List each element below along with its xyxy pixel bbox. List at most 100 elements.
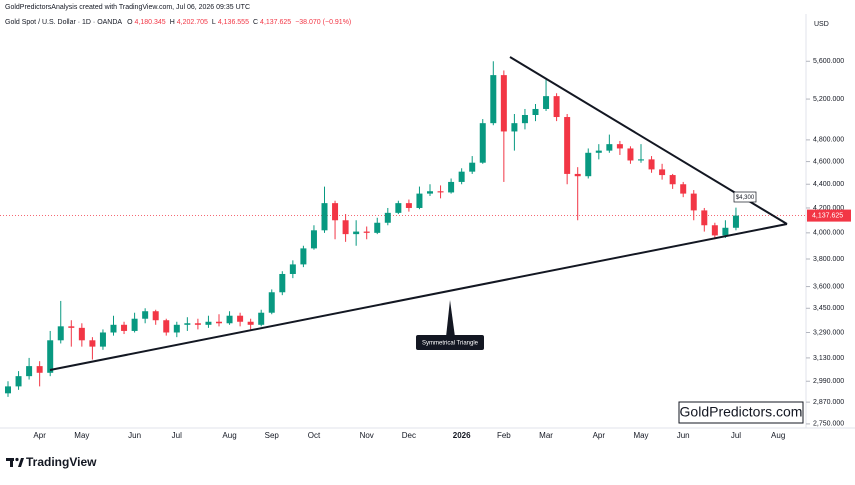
symbol: Gold Spot / U.S. Dollar · 1D · OANDA <box>5 19 122 26</box>
candle-body <box>458 171 465 182</box>
candle-body <box>47 340 54 373</box>
price-note-box <box>733 191 757 203</box>
candle-body <box>564 117 571 174</box>
tv-logo: TradingView <box>26 455 97 469</box>
credit: GoldPredictorsAnalysis created with Trad… <box>5 4 250 11</box>
x-tick-label: Apr <box>593 431 606 440</box>
candle-body <box>427 191 433 194</box>
x-tick-label: Oct <box>308 431 321 440</box>
candle-body <box>638 159 644 161</box>
ohlc-key: O <box>127 19 133 26</box>
y-tick-label: 4,600.000 <box>813 158 844 165</box>
y-tick-label: 2,990.000 <box>813 378 844 385</box>
candle-body <box>57 326 64 341</box>
candle-body <box>89 340 96 347</box>
candle-body <box>416 193 423 208</box>
candle-body <box>184 323 191 325</box>
candle-body <box>732 215 739 228</box>
x-tick-label: Jul <box>731 431 741 440</box>
watermark-box <box>678 401 804 424</box>
candle-body <box>152 311 159 321</box>
y-tick-label: 5,600.000 <box>813 58 844 65</box>
candle-body <box>532 108 539 116</box>
candle-body <box>711 225 718 236</box>
callout-pointer <box>446 300 455 337</box>
candle-body <box>437 191 444 193</box>
candle-body <box>216 321 222 324</box>
candle-body <box>585 152 592 177</box>
candle-body <box>627 148 634 161</box>
y-tick-label: 4,400.000 <box>813 181 844 188</box>
candle-body <box>226 315 233 324</box>
candle-body <box>448 181 455 193</box>
callout-text: Symmetrical Triangle <box>422 341 479 347</box>
candle-body <box>110 324 117 333</box>
ohlc-key: H <box>170 19 175 26</box>
candle-body <box>574 173 581 177</box>
candle-body <box>300 248 307 265</box>
candle-body <box>690 193 697 211</box>
candle-body <box>701 210 708 226</box>
y-tick-label: 3,130.000 <box>813 355 844 362</box>
candle-body <box>173 324 180 333</box>
x-tick-label: Jun <box>128 431 141 440</box>
candle-body <box>680 184 687 194</box>
y-tick-label: 2,870.000 <box>813 399 844 406</box>
candle-body <box>310 230 317 249</box>
candle-body <box>395 203 402 213</box>
x-tick-label: Mar <box>539 431 553 440</box>
trendline-lower <box>49 223 788 371</box>
y-tick-label: 4,000.000 <box>813 230 844 237</box>
candle-body <box>247 321 254 325</box>
candle-body <box>99 332 106 347</box>
y-tick-label: 3,600.000 <box>813 283 844 290</box>
y-tick-label: 5,200.000 <box>813 96 844 103</box>
candle-body <box>258 312 265 325</box>
price-note: $4,300 <box>736 195 755 201</box>
ohlc-value: 4,136.555 <box>218 19 249 26</box>
x-tick-label: Sep <box>265 431 280 440</box>
tv-logo-mark <box>6 457 24 467</box>
symbol-header: Gold Spot / U.S. Dollar · 1D · OANDA O 4,1… <box>5 19 351 26</box>
y-tick-label: 3,290.000 <box>813 329 844 336</box>
y-tick-label: 3,450.000 <box>813 305 844 312</box>
candle-body <box>722 227 729 236</box>
candle-body <box>131 318 138 331</box>
x-tick-label: 2026 <box>453 431 471 440</box>
candle-body <box>384 212 391 223</box>
candle-body <box>342 220 349 235</box>
x-tick-label: Aug <box>771 431 785 440</box>
x-tick-label: Aug <box>222 431 236 440</box>
candle-body <box>405 203 412 208</box>
candle-body <box>500 75 507 132</box>
candle-body <box>553 96 560 118</box>
callout-box <box>416 335 484 350</box>
x-tick-label: Jun <box>677 431 690 440</box>
candle-body <box>469 162 476 172</box>
candle-body <box>121 324 128 331</box>
candle-body <box>659 169 666 176</box>
ohlc-value: 4,180.345 <box>135 19 166 26</box>
candle-body <box>321 203 328 231</box>
candle-body <box>648 159 655 170</box>
y-tick-label: 3,800.000 <box>813 256 844 263</box>
candle-body <box>205 321 212 325</box>
candle-body <box>353 231 360 235</box>
candle-body <box>194 323 201 325</box>
candle-body <box>279 273 286 293</box>
candle-body <box>374 222 381 233</box>
candle-body <box>479 123 486 163</box>
candle-body <box>595 150 602 153</box>
last-price-label: 4,137.625 <box>812 212 843 219</box>
ohlc-key: C <box>253 19 258 26</box>
candle-body <box>289 264 296 274</box>
candle-body <box>237 315 244 322</box>
y-tick-label: 4,200.000 <box>813 205 844 212</box>
x-tick-label: May <box>633 431 648 440</box>
candle-body <box>268 292 275 313</box>
x-tick-label: Feb <box>497 431 511 440</box>
candle-body <box>26 366 33 377</box>
candle-body <box>606 144 613 151</box>
candle-body <box>543 96 550 109</box>
